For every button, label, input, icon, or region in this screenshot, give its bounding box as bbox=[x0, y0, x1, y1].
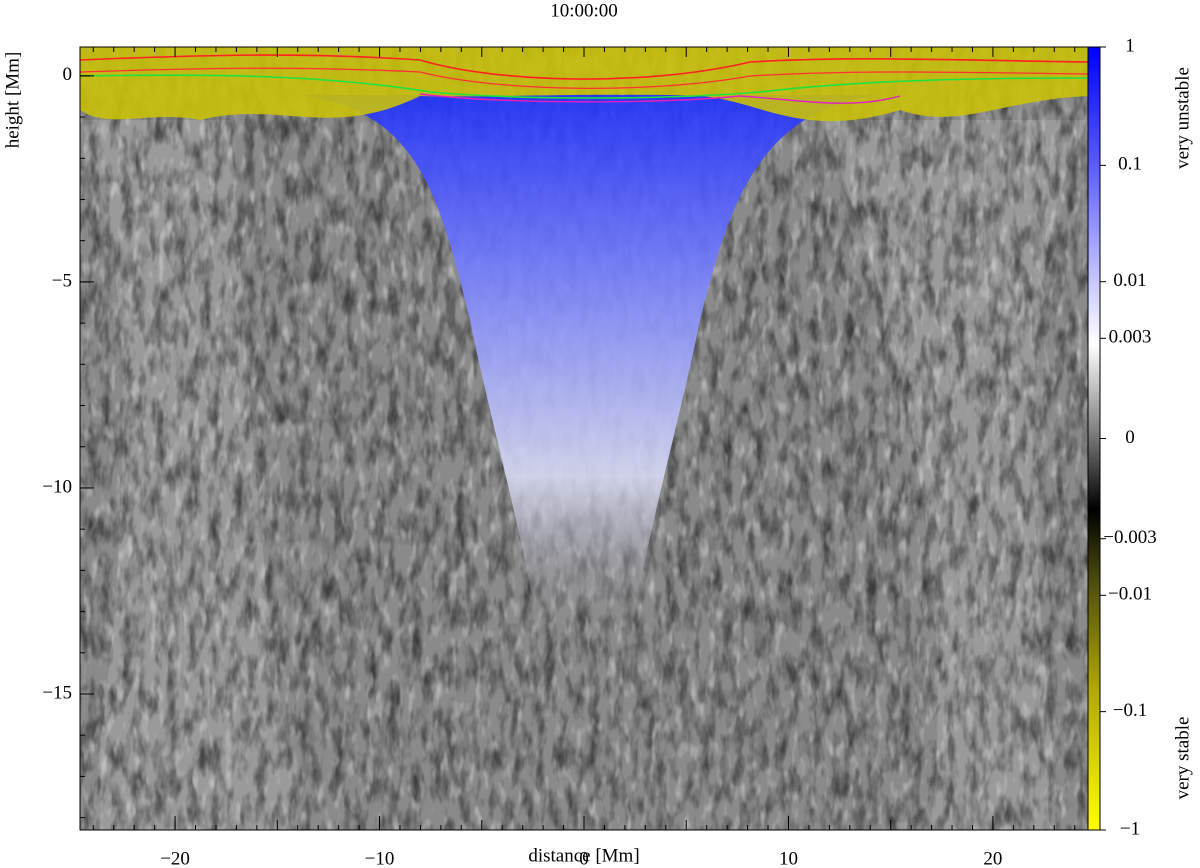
x-tick-label: 0 bbox=[579, 848, 589, 868]
x-tick-label: −10 bbox=[365, 848, 395, 868]
chart-title: 10:00:00 bbox=[550, 0, 618, 21]
y-tick-label: −15 bbox=[42, 682, 72, 703]
colorbar-top-label: very unstable bbox=[1172, 67, 1193, 169]
colorbar-bottom-label: very stable bbox=[1172, 717, 1193, 800]
colorbar bbox=[1087, 46, 1101, 831]
colorbar-tick-label: 0 bbox=[1125, 427, 1135, 448]
colorbar-tick-label: 1 bbox=[1125, 35, 1135, 56]
colorbar-tick-label: −1 bbox=[1120, 818, 1140, 839]
y-tick-label: −5 bbox=[52, 270, 72, 291]
x-tick-label: 10 bbox=[779, 848, 798, 868]
colorbar-tick-label: −0.01 bbox=[1108, 584, 1152, 605]
x-axis-label: distance [Mm] bbox=[528, 845, 639, 866]
y-axis-label: height [Mm] bbox=[2, 52, 23, 149]
heatmap-image bbox=[80, 47, 1088, 830]
colorbar-tick-label: 0.1 bbox=[1118, 154, 1142, 175]
y-tick-label: −10 bbox=[42, 476, 72, 497]
colorbar-tick-label: 0.003 bbox=[1109, 327, 1152, 348]
x-tick-label: 20 bbox=[983, 848, 1002, 868]
colorbar-tick-label: −0.003 bbox=[1103, 527, 1156, 548]
colorbar-tick-label: 0.01 bbox=[1113, 270, 1146, 291]
colorbar-tick-label: −0.1 bbox=[1113, 700, 1147, 721]
x-tick-label: −20 bbox=[160, 848, 190, 868]
y-tick-label: 0 bbox=[63, 64, 73, 85]
